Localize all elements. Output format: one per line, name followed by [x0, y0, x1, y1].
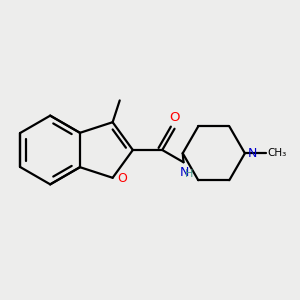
Text: N: N	[180, 166, 190, 179]
Text: H: H	[185, 169, 193, 179]
Text: CH₃: CH₃	[268, 148, 287, 158]
Text: O: O	[169, 111, 180, 124]
Text: N: N	[248, 147, 257, 160]
Text: O: O	[117, 172, 127, 185]
